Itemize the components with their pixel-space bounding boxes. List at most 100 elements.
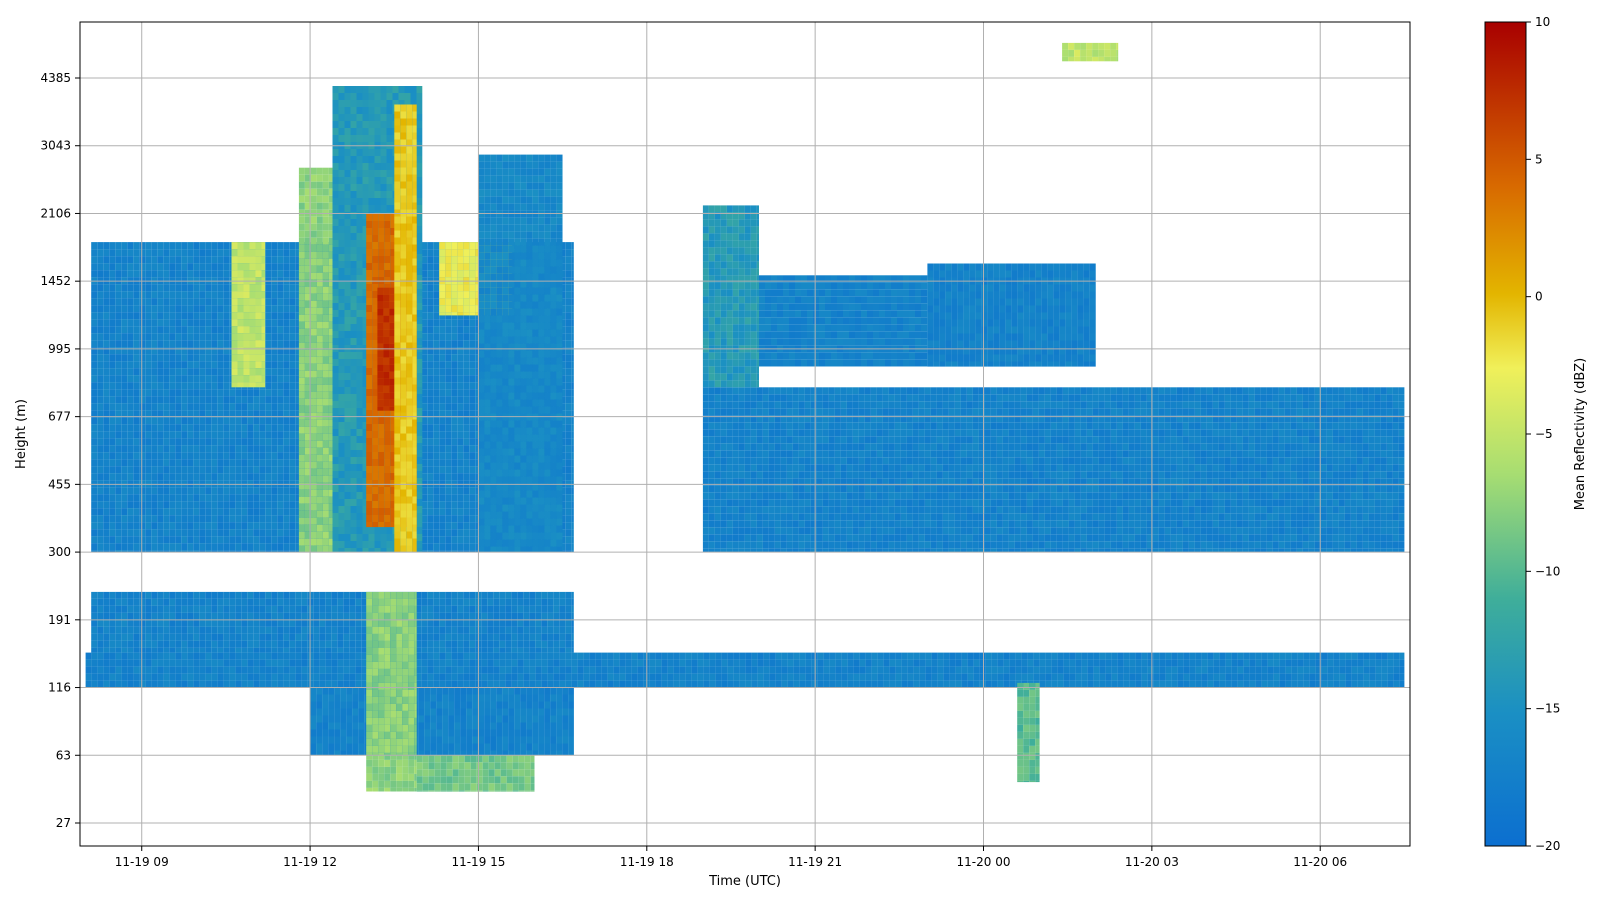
heatmap-cell (310, 496, 317, 504)
heatmap-cell (469, 494, 476, 502)
heatmap-cell (421, 361, 428, 369)
heatmap-cell (356, 387, 363, 394)
heatmap-cell (332, 352, 339, 359)
heatmap-cell (91, 256, 98, 264)
heatmap-cell (181, 396, 188, 404)
heatmap-cell (163, 291, 170, 299)
heatmap-cell (199, 291, 206, 299)
heatmap-cell (199, 515, 206, 523)
heatmap-cell (217, 487, 224, 495)
heatmap-cell (421, 389, 428, 397)
heatmap-cell (229, 522, 236, 530)
heatmap-cell (223, 459, 230, 467)
heatmap-cell (338, 261, 345, 268)
heatmap-cell (253, 445, 260, 453)
heatmap-cell (332, 401, 339, 408)
heatmap-cell (223, 494, 230, 502)
heatmap-cell (235, 480, 242, 488)
heatmap-cell (380, 170, 387, 177)
heatmap-cell (151, 291, 158, 299)
plot-area: 11-19 09 11-19 12 11-19 15 11-19 18 11-19 21… (14, 21, 1411, 889)
heatmap-cell (386, 534, 393, 541)
heatmap-cell (350, 303, 357, 310)
heatmap-cell (338, 387, 345, 394)
heatmap-cell (133, 312, 140, 320)
heatmap-cell (362, 436, 369, 443)
heatmap-cell (457, 473, 464, 481)
heatmap-cell (241, 487, 248, 495)
heatmap-cell (145, 263, 152, 271)
heatmap-cell (259, 389, 266, 397)
heatmap-cell (295, 403, 302, 411)
heatmap-cell (350, 289, 357, 296)
heatmap-cell (283, 473, 290, 481)
heatmap-cell (362, 527, 369, 534)
heatmap-cell (356, 324, 363, 331)
heatmap-cell (328, 216, 333, 224)
heatmap-cell (433, 326, 440, 334)
heatmap-cell (316, 545, 323, 553)
heatmap-cell (565, 452, 572, 460)
heatmap-cell (151, 536, 158, 544)
heatmap-cell (265, 431, 272, 439)
heatmap-cell (416, 457, 423, 464)
heatmap-cell (362, 548, 369, 553)
heatmap-cell (127, 494, 134, 502)
heatmap-cell (151, 340, 158, 348)
heatmap-cell (97, 396, 104, 404)
heatmap-cell (295, 277, 302, 285)
heatmap-cell (368, 534, 375, 541)
heatmap-cell (115, 424, 122, 432)
heatmap-cell (380, 548, 387, 553)
heatmap-cell (157, 368, 164, 376)
heatmap-cell (322, 181, 329, 189)
heatmap-cell (223, 536, 230, 544)
heatmap-cell (304, 496, 311, 504)
heatmap-cell (223, 431, 230, 439)
heatmap-cell (187, 389, 194, 397)
heatmap-cell (338, 464, 345, 471)
heatmap-cell (310, 293, 317, 301)
heatmap-cell (338, 205, 345, 212)
heatmap-cell (181, 473, 188, 481)
heatmap-cell (151, 354, 158, 362)
heatmap-cell (235, 494, 242, 502)
heatmap-cell (457, 417, 464, 425)
heatmap-cell (328, 503, 333, 511)
heatmap-cell (356, 457, 363, 464)
heatmap-cell (410, 86, 417, 93)
heatmap-cell (322, 167, 329, 175)
heatmap-cell (344, 184, 351, 191)
heatmap-cell (181, 445, 188, 453)
heatmap-cell (374, 184, 381, 191)
heatmap-cell (350, 212, 357, 219)
heatmap-cell (133, 298, 140, 306)
heatmap-cell (310, 517, 317, 525)
heatmap-cell (362, 429, 369, 436)
heatmap-cell (133, 305, 140, 313)
heatmap-cell (97, 543, 104, 551)
heatmap-cell (356, 548, 363, 553)
heatmap-cell (187, 270, 194, 278)
heatmap-cell (211, 291, 218, 299)
heatmap-cell (151, 487, 158, 495)
heatmap-cell (295, 452, 302, 460)
heatmap-cell (157, 431, 164, 439)
heatmap-cell (298, 356, 305, 364)
heatmap-cell (169, 459, 176, 467)
heatmap-cell (271, 487, 278, 495)
heatmap-cell (304, 531, 311, 539)
heatmap-cell (427, 459, 434, 467)
heatmap-cell (265, 242, 272, 250)
heatmap-cell (571, 389, 574, 397)
heatmap-cell (410, 93, 417, 100)
heatmap-cell (127, 319, 134, 327)
heatmap-cell (271, 375, 278, 383)
heatmap-cell (332, 450, 339, 457)
heatmap-cell (571, 550, 574, 553)
heatmap-cell (439, 326, 446, 334)
heatmap-cell (380, 149, 387, 156)
heatmap-cell (145, 333, 152, 341)
heatmap-cell (310, 489, 317, 497)
heatmap-cell (115, 354, 122, 362)
